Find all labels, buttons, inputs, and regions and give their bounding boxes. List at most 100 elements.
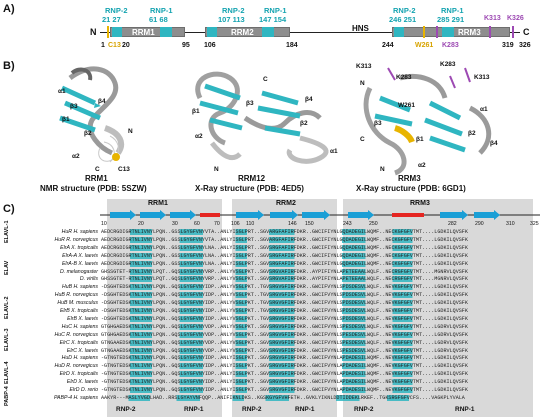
alignment-row: HuD R. norvegicus -GTNGTEDSKTNLIVNYLPQN..…: [0, 363, 550, 371]
sequence-segment: -GTNGTEDSKTNLIVNYLPQN: [101, 371, 166, 378]
sequence-segment: TGKSRGFGFVCFS: [379, 394, 419, 401]
gap-marker: ..: [165, 323, 172, 330]
species-label: HuD R. norvegicus: [54, 363, 98, 370]
sequence-segment: TGVSRGVGFIRFDKR: [260, 300, 306, 307]
species-label: D. virilis: [79, 276, 98, 283]
species-label: HuC R. norvegicus: [54, 331, 98, 338]
s3-beta3: β3: [374, 120, 382, 127]
gap-marker: ..: [422, 260, 429, 267]
sequence-segment: SGVSRGVGFIRFDKR: [260, 387, 306, 393]
alignment-row: HuC R. norvegicus GTGHGAEDSKTNLIVNYLPQN..…: [0, 331, 550, 340]
gap-marker: ..: [165, 252, 172, 259]
sequence-segment: SGVSRGVGFIRFDKR: [260, 355, 306, 362]
gap-marker: ..: [253, 308, 260, 314]
gap-marker: ..: [165, 379, 172, 386]
sequence-segment: MGNRVLQVSFK: [434, 276, 468, 283]
sequence-segment: GQSLGYGFVNYIDP: [171, 315, 215, 322]
s3-n-top: N: [360, 80, 365, 87]
sequence-segment: AEDCRGDIGRTNLIVNYLPQN: [101, 260, 166, 267]
gap-marker: ..: [379, 236, 386, 243]
gap-marker: ..: [379, 229, 386, 235]
gap-marker: ..: [162, 394, 169, 401]
species-label: HuD H. sapiens: [61, 355, 98, 362]
sequence-segment: AEDCRGDIGRTNLIVNYLPQN: [101, 244, 166, 251]
sequence: GTNGAAEDSKTNLIVNYLPQN..GQSLGYGFVNYVDP..A…: [101, 339, 468, 346]
gap-marker: ..: [305, 323, 312, 330]
gap-marker: ..: [253, 315, 260, 322]
gap-marker: ..: [422, 379, 429, 386]
sequence-segment: ANLYVSGLPKT: [220, 347, 254, 354]
sequence-segment: NECKGFGFVTMT: [385, 244, 423, 251]
alignment-row: HuR R. norvegicus AEDCRGDIGRTNLIVNYLPQN..…: [0, 236, 550, 245]
gap-marker: ..: [428, 355, 435, 362]
sequence-segment: GSSLGYGFVNYLNA: [171, 260, 215, 267]
sequence-segment: GQSLGYGFVNYIDP: [171, 284, 215, 291]
gap-marker: ..: [305, 331, 312, 338]
sequence-segment: GQSLGYGFVNYVDP: [171, 347, 215, 354]
sequence-segment: SGVSRGVGFIRFDKR: [260, 379, 306, 386]
s2-title: RRM12: [238, 174, 266, 183]
sequence-segment: GWCIFVYNLSPDSDESVLWQLF: [311, 284, 380, 291]
sequence-segment: GQSLGYGFVNYVDP: [171, 331, 215, 338]
s3-n: N: [380, 166, 385, 173]
gap-marker: ..: [214, 268, 221, 275]
alignment-row: D. virilis GHSSGTET-RTNLIVNYLPQT..GQSLGYG…: [0, 276, 550, 284]
gap-marker: ..: [214, 300, 221, 307]
sequence-segment: GHSSGTET-RTNLIVNYLPQT: [101, 268, 166, 275]
species-label: ElrA X. tropicalis: [60, 244, 98, 251]
gap-marker: ..: [214, 260, 221, 267]
pos-1: 1: [101, 42, 105, 49]
s3-k313-a: K313: [356, 63, 372, 70]
sequence-segment: NECKGFGFVTMT: [385, 260, 423, 267]
gap-marker: ..: [165, 260, 172, 267]
rrm1-label: RRM1: [132, 28, 155, 37]
gap-marker: ..: [305, 339, 312, 346]
sequence-segment: GQSLGYGFVNYVRP: [171, 276, 215, 283]
sequence-segment: NEVKGFGFVTMT: [385, 371, 423, 378]
sequence-segment: GSSLGYGFVNYVTA: [171, 229, 215, 235]
sequence-segment: GQSLGYGFVNYIDP: [171, 363, 215, 370]
s3-beta2: β2: [468, 130, 476, 137]
gap-marker: ..: [253, 371, 260, 378]
alignment-row: ElrC X. tropicalis GTNGAAEDSKTNLIVNYLPQN.…: [0, 339, 550, 348]
sequence: -DSGHTEDSKTNLIVNYLPQN..GQSLGYGFVNYIDP..A…: [101, 292, 468, 299]
gap-marker: ..: [428, 236, 435, 243]
rnp-nums-2: 61 68: [149, 15, 168, 24]
gap-marker: ..: [422, 284, 429, 291]
align-rrm3-label: RRM3: [410, 200, 430, 207]
s2-beta2: β2: [300, 120, 308, 127]
sequence-segment: ANLYVSGLPKT: [220, 284, 254, 291]
species-label: ElrA-B X. laevis: [61, 260, 98, 267]
gap-marker: ..: [214, 229, 221, 235]
gap-marker: ..: [214, 347, 221, 354]
gap-marker: ..: [379, 292, 386, 299]
bottom-rnp2-2: RNP-2: [242, 406, 262, 413]
sequence: AAKYR---MASLYVGDLHAD..RRSLGYAYVNFQQP..AN…: [101, 394, 465, 401]
gap-marker: ..: [373, 394, 380, 401]
species-label: ElrD X. laevis: [66, 379, 98, 386]
s2-subtitle: X-Ray structure (PDB: 4ED5): [195, 184, 304, 193]
sequence-segment: ANLYISGLPRT: [220, 236, 254, 243]
sequence-segment: GSSLGYGFVNYLNA: [171, 244, 215, 251]
gap-marker: ..: [305, 315, 312, 322]
gap-marker: ..: [379, 276, 386, 283]
alignment-row: ElrB X. tropicalis -DSGHTEDSKTNLIVNYLPQN.…: [0, 308, 550, 316]
alignment-row: ElrA-B X. laevis AEDCRGDIGRTNLIVNYLPQN..G…: [0, 260, 550, 269]
sequence: -GTNGTEDSKTNLIVNYLPQN..GQSLGYGFVNYIDP..A…: [101, 363, 468, 370]
gap-marker: ..: [428, 276, 435, 283]
ruler-106: 106: [231, 221, 240, 227]
gap-marker: ..: [214, 315, 221, 322]
k326-label: K326: [507, 15, 524, 22]
alignment-row: ElrA X. tropicalis AEDCRGDIGRTNLIVNYLPQN.…: [0, 244, 550, 253]
ruler-146: 146: [288, 221, 297, 227]
align-rrm2-label: RRM2: [276, 200, 296, 207]
ruler-10: 10: [101, 221, 107, 227]
sequence: -GTNGTEDSKTNLIVNYLPQN..GQSLGYGFVNYIDP..A…: [101, 355, 468, 362]
s1-n: N: [128, 128, 133, 135]
s2-beta1: β1: [192, 108, 200, 115]
s1-beta2: β2: [84, 130, 92, 137]
gap-marker: ..: [418, 394, 426, 401]
sequence-segment: NEVKGFGFVTMT: [385, 355, 423, 362]
alignment-row: ElrB X. laevis -DSGHTEDSKTNLIVNYLPQN..GQS…: [0, 315, 550, 324]
sequence-segment: LGDKILQVSFK: [434, 260, 468, 267]
